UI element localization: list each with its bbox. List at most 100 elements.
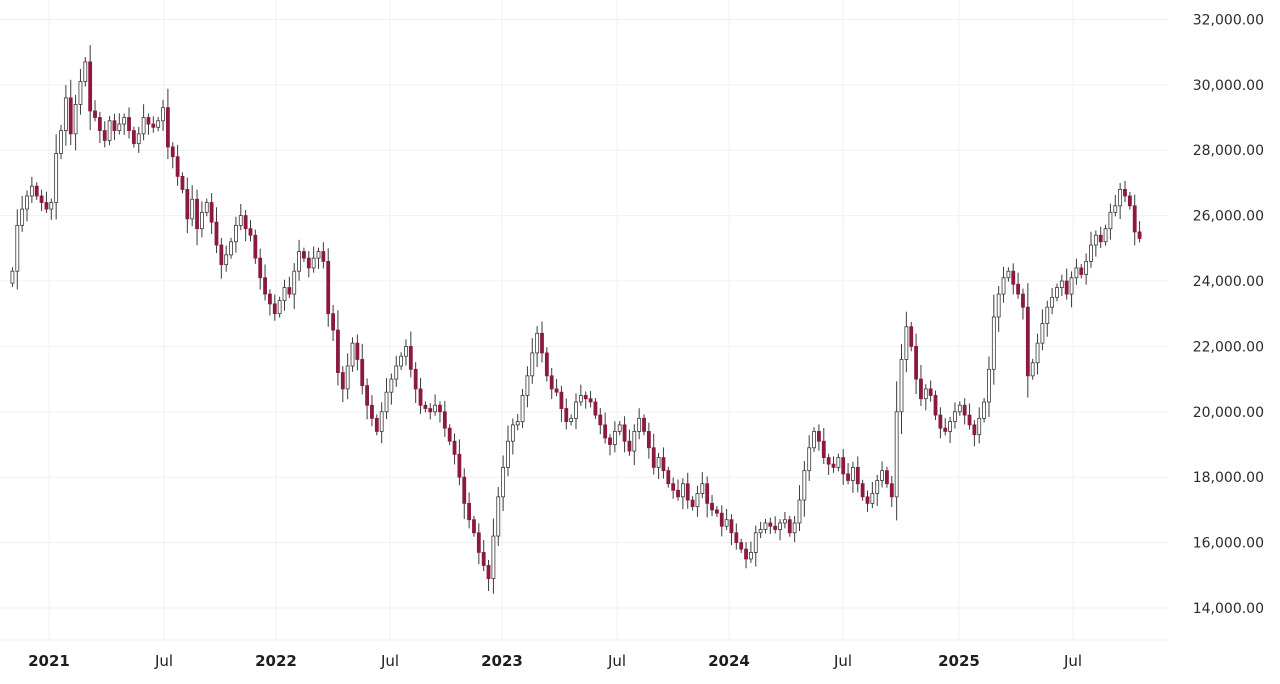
candle-body <box>78 81 83 105</box>
candle <box>928 380 933 402</box>
candle-body <box>39 195 44 203</box>
candle-body <box>165 107 170 148</box>
candle <box>889 475 894 507</box>
candle <box>705 476 710 518</box>
candle-body <box>204 202 209 213</box>
candle-body <box>510 424 515 442</box>
candle-body <box>370 404 374 419</box>
candle-body <box>190 198 195 220</box>
candle-body <box>797 499 802 524</box>
candle-body <box>486 565 491 579</box>
candle-body <box>272 303 277 315</box>
candle-body <box>1084 260 1089 275</box>
y-tick-label: 24,000.00 <box>1193 274 1264 290</box>
candle <box>292 263 297 309</box>
candle-body <box>462 476 467 504</box>
candle-body <box>496 496 501 537</box>
candle <box>1069 271 1074 308</box>
candle-body <box>734 532 739 543</box>
candle <box>151 116 156 133</box>
candle <box>1132 194 1137 246</box>
candle-body <box>700 483 705 494</box>
candle-body <box>423 404 428 409</box>
candle-body <box>277 300 282 315</box>
candle-body <box>967 414 972 426</box>
candle-body <box>554 388 559 393</box>
candle <box>404 339 408 366</box>
candle <box>413 362 418 403</box>
candle-body <box>1123 189 1127 197</box>
candle <box>107 115 112 146</box>
candle <box>15 209 20 290</box>
candle <box>1045 300 1050 337</box>
candle <box>671 477 676 499</box>
candle <box>59 124 63 160</box>
candle <box>700 472 705 499</box>
candle <box>812 427 816 452</box>
candle <box>136 126 141 153</box>
candle-body <box>574 401 578 419</box>
candle <box>880 461 884 488</box>
candle <box>10 267 15 288</box>
candle-body <box>112 120 117 131</box>
candle <box>574 393 578 430</box>
candle <box>501 455 506 512</box>
candle <box>457 439 462 486</box>
candle-body <box>564 408 569 423</box>
candle-body <box>136 133 141 145</box>
candle-body <box>379 411 384 432</box>
candle-body <box>603 424 608 439</box>
candle-body <box>544 352 549 377</box>
candle <box>617 420 622 436</box>
candle <box>122 113 127 135</box>
candle-body <box>311 257 316 269</box>
candle <box>1064 268 1069 300</box>
candle <box>428 403 433 420</box>
candle-body <box>1108 211 1113 230</box>
candle <box>345 353 350 400</box>
candle <box>1050 288 1055 315</box>
candle <box>676 479 680 501</box>
candle <box>685 472 690 509</box>
candle <box>88 45 93 131</box>
y-tick-label: 22,000.00 <box>1193 339 1264 355</box>
candle <box>758 521 763 539</box>
candle <box>1108 203 1113 240</box>
candle <box>112 113 117 140</box>
candle-body <box>1132 205 1137 233</box>
candle-body <box>642 417 646 432</box>
candle <box>44 191 49 213</box>
candle-body <box>175 156 180 177</box>
candle-body <box>525 375 530 396</box>
candle <box>156 116 161 132</box>
candle <box>923 384 928 411</box>
x-tick-label: Jul <box>833 652 852 670</box>
candle <box>25 190 29 222</box>
candle-body <box>127 117 131 131</box>
x-tick-label: Jul <box>380 652 399 670</box>
candle-body <box>724 519 729 527</box>
candle-body <box>340 372 345 390</box>
candle-body <box>695 493 700 508</box>
candle-body <box>374 417 379 432</box>
candle <box>530 338 535 384</box>
candle-body <box>651 447 656 468</box>
candle-body <box>826 457 831 465</box>
candle <box>268 289 272 316</box>
candle <box>656 452 661 479</box>
candle <box>1079 263 1084 279</box>
candle-body <box>899 359 904 413</box>
candle <box>248 220 253 242</box>
candle-body <box>25 195 29 210</box>
candle-body <box>219 244 224 266</box>
candle-body <box>535 332 540 354</box>
candle <box>131 126 136 148</box>
candle-body <box>768 522 773 527</box>
candle <box>710 494 714 517</box>
candle-body <box>476 532 481 553</box>
candle <box>831 456 836 473</box>
candle-body <box>744 548 748 560</box>
candle <box>719 505 724 537</box>
candle <box>1001 266 1006 303</box>
candle <box>982 397 987 423</box>
